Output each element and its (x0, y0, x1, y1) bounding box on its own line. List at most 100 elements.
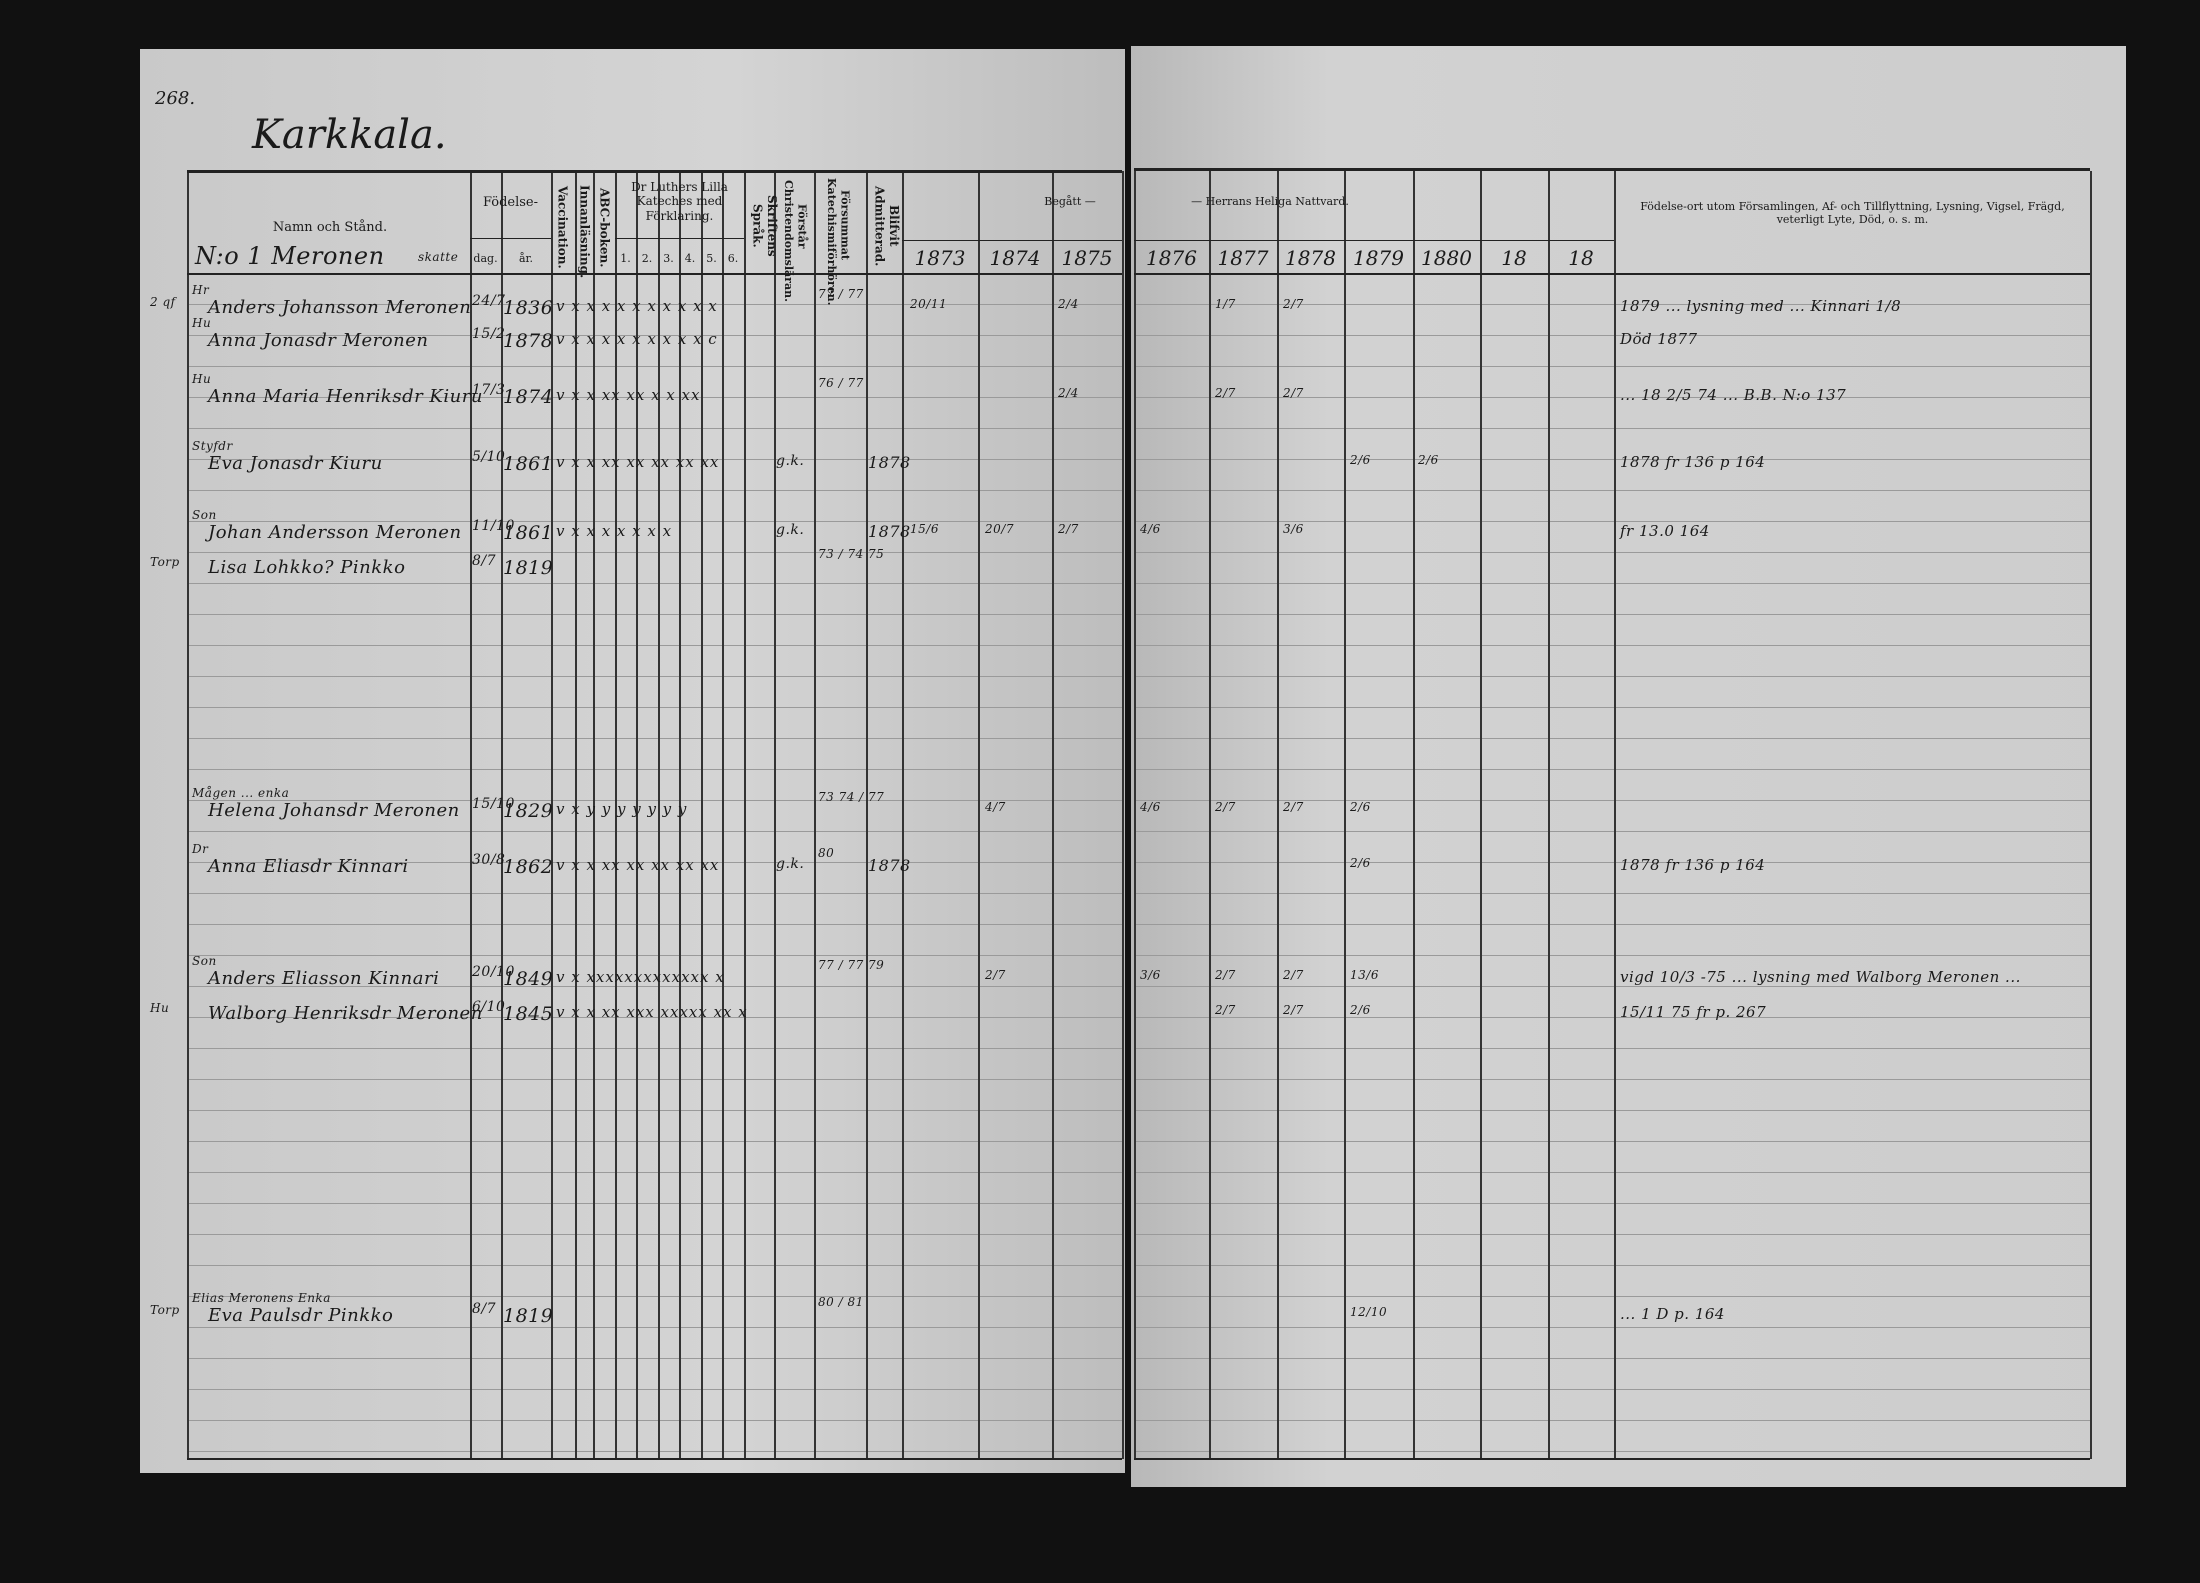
entry-margin-note: Hu (150, 1001, 170, 1015)
entry-role: Mågen ... enka (192, 786, 290, 800)
entry-communion-date: 2/4 (1058, 386, 1079, 400)
entry-communion-date: 13/6 (1350, 968, 1379, 982)
entry-communion-date: 2/7 (1283, 386, 1304, 400)
entry-catechism-marks: v x x x x x x x x x x (556, 297, 718, 315)
entry-missed-hearings: 73 74 / 77 (818, 790, 885, 804)
entry-communion-date: 2/6 (1350, 856, 1371, 870)
entry-communion-date: 4/6 (1140, 800, 1161, 814)
entry-communion-date: 2/7 (1283, 968, 1304, 982)
header-reading: Innanläsning. (577, 185, 592, 279)
entry-role: Son (192, 954, 217, 968)
entry-catechism-marks: v x x x x x x x x x c (556, 330, 718, 348)
entry-communion-date: 20/7 (985, 522, 1014, 536)
entry-name: Anna Eliasdr Kinnari (208, 856, 409, 877)
column-rule (722, 171, 724, 1459)
entry-birth-day: 15/10 (472, 796, 515, 812)
entry-name: Walborg Henriksdr Meronen (208, 1003, 483, 1024)
header-catechism-part: 6. (727, 252, 739, 265)
column-rule (1277, 171, 1279, 1459)
entry-communion-date: 2/6 (1418, 453, 1439, 467)
entry-birth-year: 1829 (503, 800, 554, 822)
entry-understands: g.k. (776, 522, 805, 538)
header-birth: Födelse- (482, 195, 539, 210)
header-christianity: Förstår Christendomsläran. (782, 180, 809, 302)
entry-communion-date: 2/7 (1283, 297, 1304, 311)
entry-name: Anna Jonasdr Meronen (208, 330, 429, 351)
header-catechism-part: 3. (663, 252, 674, 265)
entry-communion-date: 2/7 (985, 968, 1006, 982)
column-rule (2090, 171, 2092, 1459)
header-bottom-rule (187, 273, 1122, 275)
entry-name: Anna Maria Henriksdr Kiuru (208, 386, 483, 407)
header-catechism-part: 2. (641, 252, 653, 265)
header-bottom-rule (1134, 273, 2090, 275)
entry-margin-note: Torp (150, 555, 180, 569)
entry-remarks: 1878 fr 136 p 164 (1620, 856, 1766, 874)
entry-role: Dr (192, 842, 209, 856)
entry-birth-day: 5/10 (472, 449, 506, 465)
header-year-1878: 1878 (1285, 246, 1336, 270)
catechism-sub-rule (615, 238, 744, 239)
entry-birth-day: 8/7 (472, 1301, 497, 1317)
header-communion-right: — Herrans Heliga Nattvard. (1191, 195, 1349, 208)
header-name: Namn och Stånd. (272, 220, 388, 235)
column-rule (187, 171, 189, 1459)
header-top-rule (1134, 168, 2090, 171)
entry-understands: g.k. (776, 453, 805, 469)
column-rule (1548, 171, 1550, 1459)
entry-admitted-year: 1878 (868, 856, 911, 875)
entry-margin-note: 2 qf (150, 295, 176, 309)
entry-remarks: 1879 ... lysning med ... Kinnari 1/8 (1620, 297, 1902, 315)
entry-birth-day: 20/10 (472, 964, 515, 980)
entry-birth-year: 1861 (503, 522, 554, 544)
ruled-lines-right (1134, 274, 2090, 1459)
entry-birth-day: 30/8 (472, 852, 506, 868)
entry-birth-year: 1878 (503, 330, 554, 352)
column-rule (774, 171, 776, 1459)
column-rule (658, 171, 660, 1459)
entry-missed-hearings: 73 / 74 75 (818, 547, 885, 561)
header-remarks: Födelse-ort utom Församlingen, Af- och T… (1640, 200, 2065, 227)
entry-communion-date: 2/7 (1215, 968, 1236, 982)
column-rule (551, 171, 553, 1459)
entry-birth-day: 11/10 (472, 518, 515, 534)
entry-missed-hearings: 80 (818, 846, 835, 860)
entry-role: Son (192, 508, 217, 522)
household-number: N:o 1 Meronen (195, 242, 385, 270)
page-number: 268. (155, 88, 196, 109)
entry-catechism-marks: v x xxxxxxxxxxxxx x (556, 968, 725, 986)
column-rule (902, 171, 904, 1459)
header-year-1877: 1877 (1217, 246, 1269, 270)
entry-name: Helena Johansdr Meronen (208, 800, 460, 821)
column-rule (1413, 171, 1415, 1459)
entry-birth-day: 8/7 (472, 553, 497, 569)
column-rule (1480, 171, 1482, 1459)
header-top-rule (187, 170, 1122, 173)
column-rule (575, 171, 577, 1459)
header-admitted: Blifvit Admitterad. (872, 185, 901, 267)
header-catechism-part: 4. (684, 252, 696, 265)
entry-name: Eva Jonasdr Kiuru (208, 453, 383, 474)
years-rule (1134, 240, 1614, 241)
entry-remarks: 15/11 75 fr p. 267 (1620, 1003, 1767, 1021)
years-rule (902, 240, 1122, 241)
column-rule (978, 171, 980, 1459)
entry-communion-date: 12/10 (1350, 1305, 1388, 1319)
entry-communion-date: 4/6 (1140, 522, 1161, 536)
entry-margin-note: Torp (150, 1303, 180, 1317)
entry-birth-year: 1819 (503, 557, 554, 579)
header-year-18: 18 (1568, 246, 1594, 270)
entry-birth-day: 24/7 (472, 293, 506, 309)
entry-communion-date: 2/7 (1058, 522, 1079, 536)
column-rule (1614, 171, 1616, 1459)
column-rule (744, 171, 746, 1459)
header-vaccination: Vaccination. (555, 186, 570, 269)
entry-name: Anders Johansson Meronen (208, 297, 472, 318)
entry-catechism-marks: v x x xx xx x x xx (556, 386, 701, 404)
entry-missed-hearings: 76 / 77 (818, 376, 864, 390)
header-catechism: Dr Luthers Lilla Kateches med Förklaring… (631, 180, 728, 223)
column-rule (1209, 171, 1211, 1459)
entry-communion-date: 2/6 (1350, 800, 1371, 814)
entry-communion-date: 2/7 (1283, 1003, 1304, 1017)
header-missed: Försummat Katechismiförhören. (825, 178, 852, 306)
